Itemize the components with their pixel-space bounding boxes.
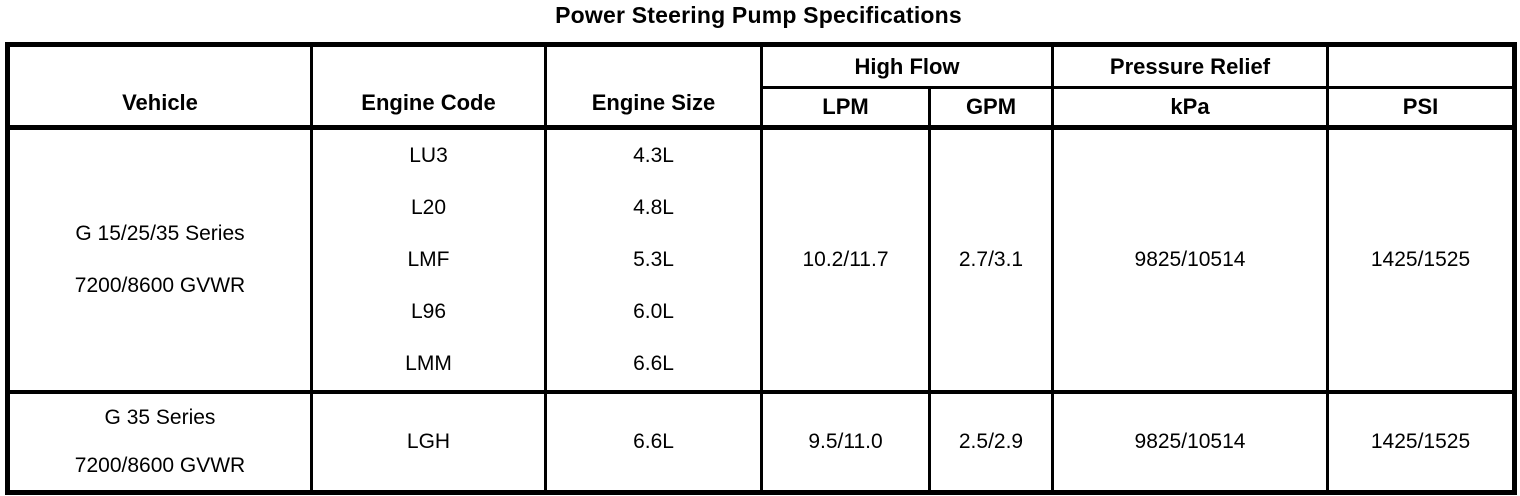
engine-code-value: LMM — [405, 352, 452, 375]
vehicle-cell: G 35 Series 7200/8600 GVWR — [6, 390, 313, 494]
lpm-value-cell: 10.2/11.7 — [760, 126, 931, 394]
gpm-value-cell: 2.5/2.9 — [928, 390, 1054, 494]
engine-size-cell: 6.6L — [544, 390, 763, 494]
engine-code-value: LMF — [407, 248, 450, 271]
column-header-gpm: GPM — [928, 86, 1054, 130]
vehicle-gvwr: 7200/8600 GVWR — [74, 454, 246, 477]
vehicle-cell: G 15/25/35 Series 7200/8600 GVWR — [6, 126, 313, 394]
psi-header-spacer-cell — [1326, 43, 1516, 89]
engine-size-value: 4.3L — [633, 144, 674, 167]
header-row-units: LPM GPM kPa PSI — [8, 86, 1516, 130]
kpa-value-cell: 9825/10514 — [1051, 126, 1329, 394]
table-row-g35-series: G 35 Series 7200/8600 GVWR LGH 6.6L 9.5/… — [6, 390, 1516, 494]
engine-size-value: 4.8L — [633, 196, 674, 219]
gpm-value-cell: 2.7/3.1 — [928, 126, 1054, 394]
vehicle-gvwr: 7200/8600 GVWR — [74, 274, 246, 297]
page-title: Power Steering Pump Specifications — [555, 2, 962, 28]
power-steering-pump-spec-table: Vehicle Engine Code Engine Size High Flo… — [5, 42, 1517, 495]
vehicle-name: G 35 Series — [104, 406, 216, 429]
engine-code-value: L96 — [410, 300, 447, 323]
header-row-group-labels: Vehicle Engine Code Engine Size High Flo… — [6, 43, 1516, 130]
vehicle-name: G 15/25/35 Series — [75, 222, 245, 245]
column-group-header-high-flow: High Flow — [760, 43, 1054, 89]
engine-code-cell: LGH — [310, 390, 547, 494]
lpm-value-cell: 9.5/11.0 — [760, 390, 931, 494]
engine-size-value: 6.6L — [633, 352, 674, 375]
column-header-psi: PSI — [1326, 86, 1516, 130]
engine-code-value: LU3 — [409, 144, 448, 167]
column-header-vehicle: Vehicle — [6, 43, 313, 130]
column-header-engine-code: Engine Code — [310, 43, 547, 130]
engine-code-cell: LU3 L20 LMF L96 LMM — [310, 126, 547, 394]
engine-size-value: 5.3L — [633, 248, 674, 271]
engine-code-value: L20 — [410, 196, 447, 219]
engine-size-value: 6.0L — [633, 300, 674, 323]
column-group-header-pressure-relief: Pressure Relief — [1051, 43, 1329, 89]
psi-value-cell: 1425/1525 — [1326, 390, 1516, 494]
kpa-value-cell: 9825/10514 — [1051, 390, 1329, 494]
psi-value-cell: 1425/1525 — [1326, 126, 1516, 394]
engine-size-cell: 4.3L 4.8L 5.3L 6.0L 6.6L — [544, 126, 763, 394]
column-header-engine-size: Engine Size — [544, 43, 763, 130]
table-row-g152535-series: G 15/25/35 Series 7200/8600 GVWR LU3 L20… — [6, 126, 1516, 394]
column-header-lpm: LPM — [760, 86, 931, 130]
column-header-kpa: kPa — [1051, 86, 1329, 130]
